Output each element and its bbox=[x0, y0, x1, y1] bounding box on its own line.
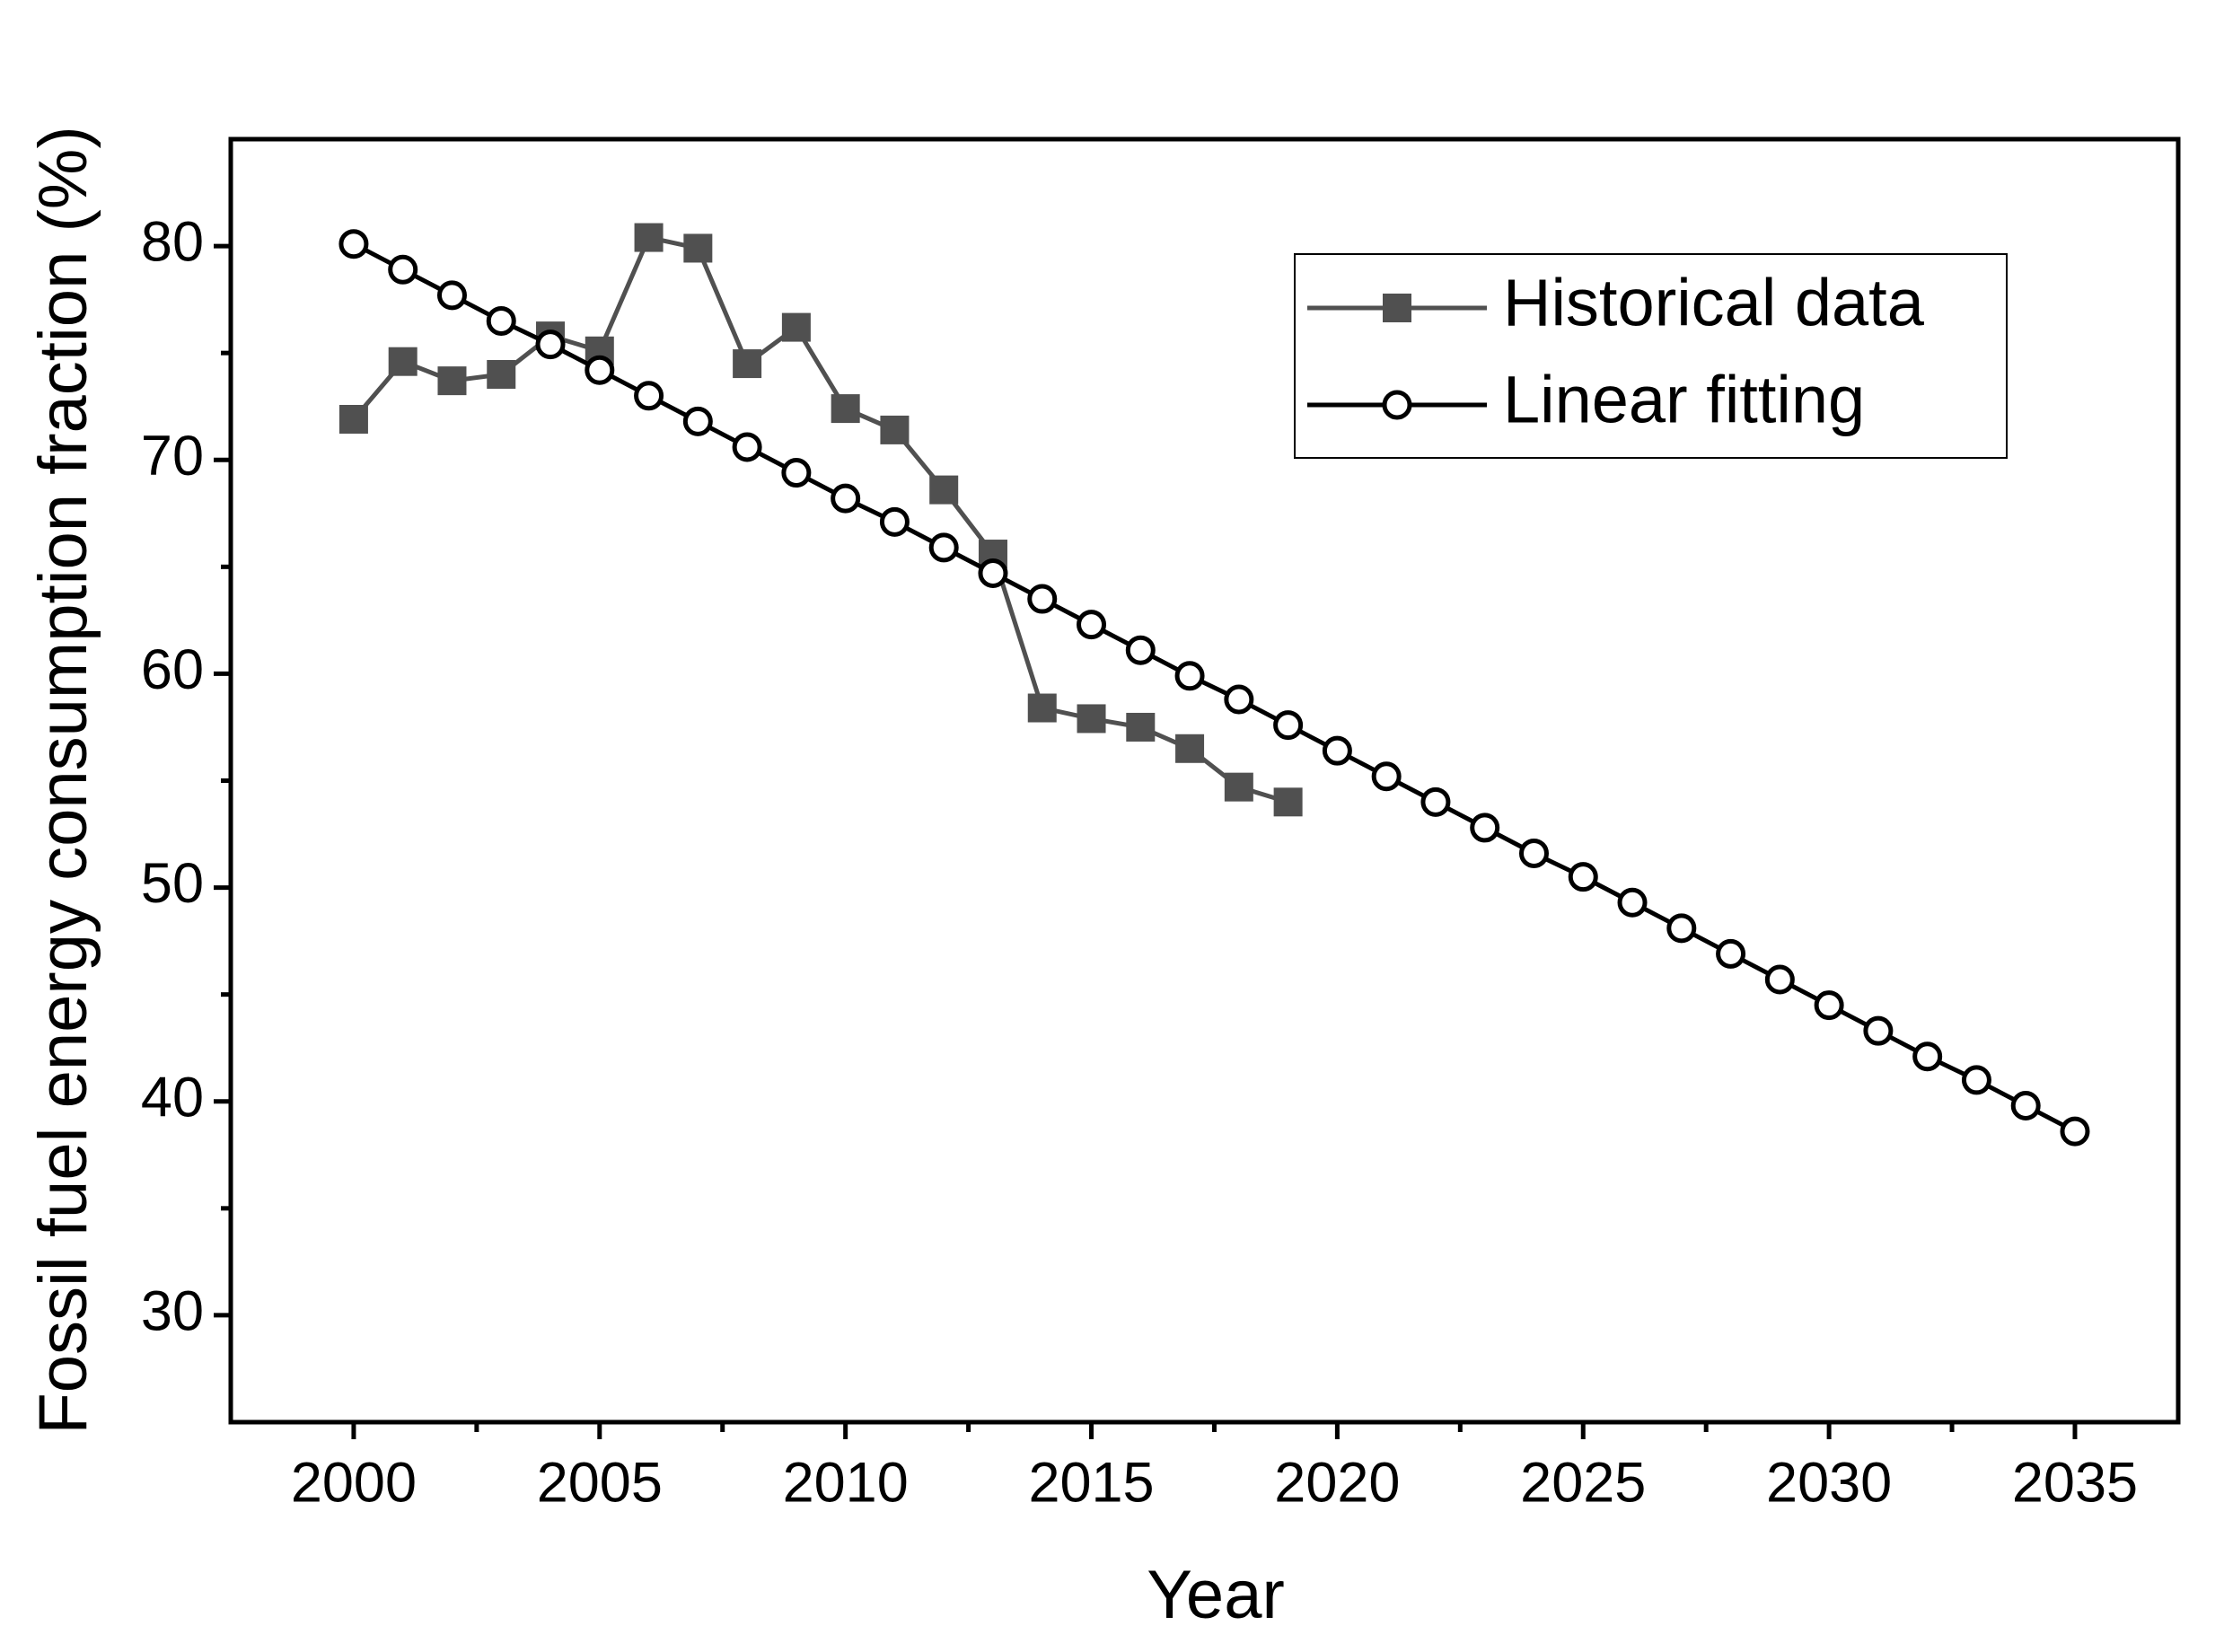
circle-marker bbox=[1617, 887, 1648, 918]
circle-marker bbox=[1273, 710, 1304, 741]
square-marker bbox=[1224, 772, 1253, 802]
circle-marker bbox=[781, 458, 812, 488]
circle-marker bbox=[928, 532, 959, 563]
circle-marker bbox=[1814, 990, 1844, 1021]
circle-marker bbox=[2060, 1116, 2090, 1147]
circle-marker bbox=[535, 330, 566, 360]
square-marker bbox=[1383, 294, 1411, 322]
square-marker bbox=[683, 233, 713, 263]
x-axis-title: Year bbox=[1147, 1557, 1285, 1633]
circle-marker bbox=[1912, 1041, 1943, 1072]
circle-marker bbox=[732, 432, 762, 462]
circle-marker bbox=[2010, 1091, 2041, 1121]
legend-box bbox=[1294, 253, 2008, 459]
legend: Historical data Linear fitting bbox=[1294, 253, 2008, 459]
x-tick-label: 2010 bbox=[783, 1452, 909, 1515]
y-tick-label: 40 bbox=[141, 1066, 204, 1129]
y-axis-title: Fossil fuel energy consumption fraction … bbox=[25, 126, 101, 1434]
square-marker bbox=[338, 404, 368, 434]
circle-marker bbox=[682, 406, 713, 436]
y-tick-label: 80 bbox=[141, 211, 204, 274]
circle-marker bbox=[1568, 862, 1598, 892]
square-marker bbox=[437, 366, 467, 396]
square-marker bbox=[1126, 712, 1156, 742]
circle-marker bbox=[1224, 684, 1254, 715]
circle-marker bbox=[1027, 584, 1058, 614]
circle-marker bbox=[338, 229, 369, 259]
y-tick-label: 70 bbox=[141, 425, 204, 488]
square-marker bbox=[634, 223, 664, 252]
square-marker bbox=[1175, 734, 1205, 763]
x-tick-label: 2025 bbox=[1520, 1452, 1646, 1515]
y-tick-label: 30 bbox=[141, 1280, 204, 1343]
circle-marker bbox=[1470, 813, 1500, 843]
circle-marker bbox=[1764, 964, 1795, 995]
square-marker bbox=[1273, 787, 1303, 817]
circle-marker bbox=[879, 506, 910, 537]
x-tick-label: 2030 bbox=[1766, 1452, 1892, 1515]
circle-marker bbox=[486, 305, 516, 336]
circle-marker bbox=[1382, 390, 1412, 420]
x-tick-label: 2035 bbox=[2012, 1452, 2138, 1515]
circle-marker bbox=[1666, 913, 1697, 944]
x-tick-label: 2000 bbox=[291, 1452, 417, 1515]
legend-label: Historical data bbox=[1503, 266, 1925, 340]
x-tick-label: 2020 bbox=[1274, 1452, 1400, 1515]
square-marker bbox=[733, 349, 762, 379]
circle-marker bbox=[1077, 610, 1107, 640]
circle-marker bbox=[1322, 735, 1352, 766]
circle-marker bbox=[1371, 761, 1402, 792]
circle-marker bbox=[585, 355, 615, 385]
circle-marker bbox=[436, 280, 467, 311]
circle-marker bbox=[634, 381, 664, 411]
circle-marker bbox=[1420, 786, 1451, 817]
circle-marker bbox=[1863, 1015, 1894, 1046]
circle-marker bbox=[1518, 838, 1549, 868]
square-marker bbox=[388, 347, 418, 376]
circle-marker bbox=[1174, 661, 1205, 691]
square-marker bbox=[487, 359, 516, 389]
circle-marker bbox=[831, 483, 861, 514]
square-marker bbox=[1077, 704, 1106, 734]
circle-marker bbox=[978, 558, 1008, 588]
circle-marker bbox=[1125, 635, 1156, 665]
square-marker bbox=[880, 415, 910, 444]
plot-frame bbox=[228, 136, 2181, 1425]
circle-marker bbox=[388, 254, 418, 285]
circle-marker bbox=[1716, 938, 1746, 969]
circle-marker bbox=[1961, 1065, 1991, 1095]
square-marker bbox=[831, 394, 860, 424]
square-marker bbox=[929, 475, 959, 505]
y-tick-label: 50 bbox=[141, 852, 204, 915]
x-tick-label: 2015 bbox=[1028, 1452, 1154, 1515]
legend-label: Linear fitting bbox=[1503, 363, 1865, 437]
square-marker bbox=[1027, 693, 1057, 723]
square-marker bbox=[781, 312, 811, 342]
y-tick-label: 60 bbox=[141, 638, 204, 701]
x-tick-label: 2005 bbox=[537, 1452, 663, 1515]
